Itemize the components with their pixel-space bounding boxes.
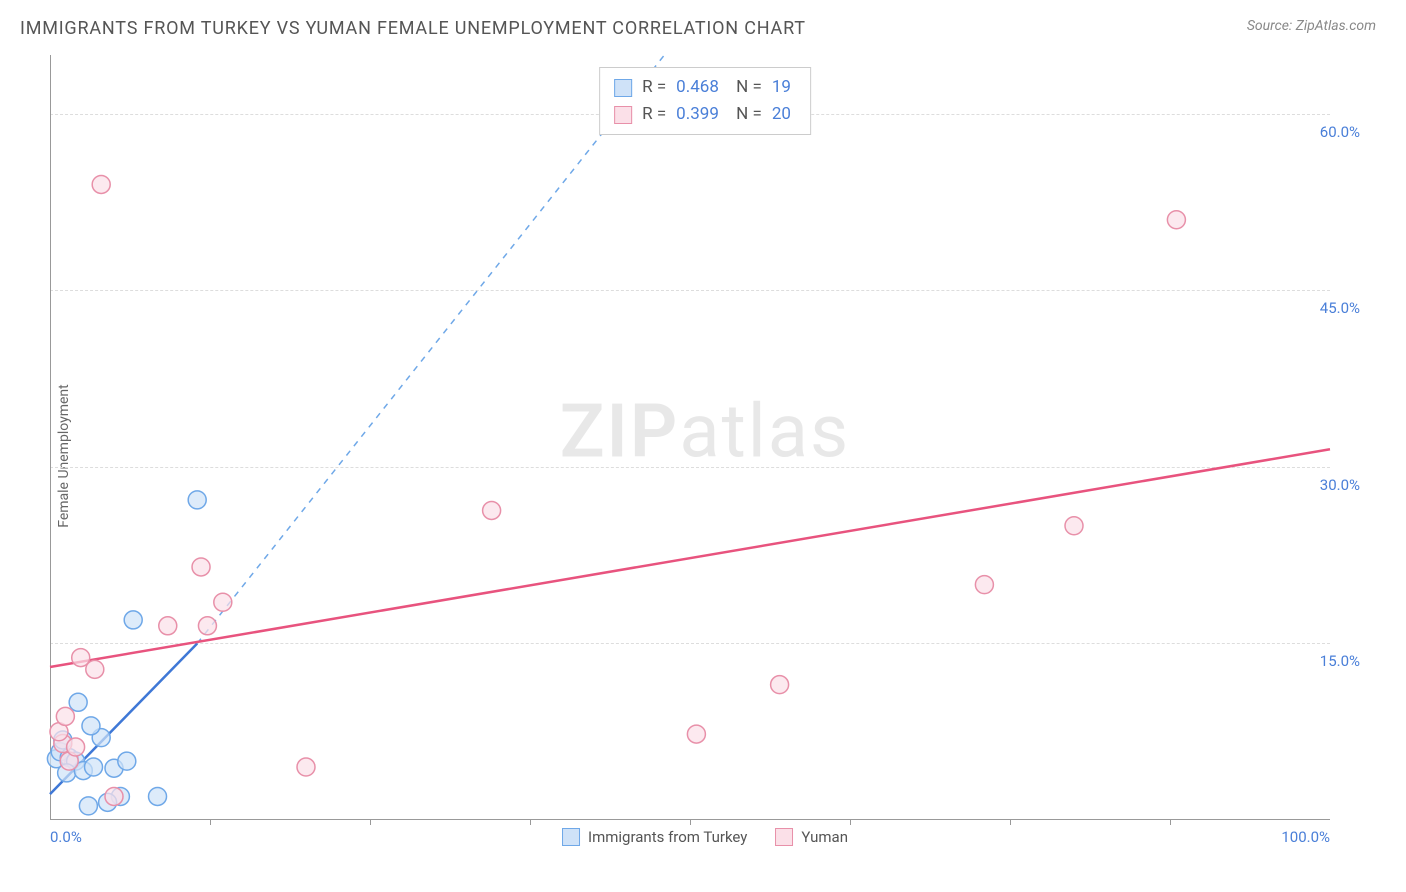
x-tick-max: 100.0% [1281, 828, 1330, 846]
data-point [1065, 517, 1083, 535]
legend-label: Yuman [801, 828, 848, 846]
data-point [124, 611, 142, 629]
legend-item: Immigrants from Turkey [562, 828, 747, 846]
legend-swatch [775, 828, 793, 846]
legend-stat-row: R = 0.468 N = 19 [614, 74, 796, 101]
legend-swatch [614, 79, 632, 97]
source-prefix: Source: [1247, 18, 1296, 34]
data-point [188, 491, 206, 509]
data-point [198, 617, 216, 635]
r-value: 0.468 [676, 74, 726, 101]
data-point [771, 676, 789, 694]
data-point [159, 617, 177, 635]
data-point [483, 501, 501, 519]
chart-header: IMMIGRANTS FROM TURKEY VS YUMAN FEMALE U… [0, 0, 1406, 49]
data-point [82, 717, 100, 735]
data-point [69, 693, 87, 711]
r-label: R = [642, 74, 666, 101]
correlation-legend: R = 0.468 N = 19 R = 0.399 N = 20 [599, 67, 811, 135]
n-value: 19 [772, 74, 796, 101]
r-label: R = [642, 101, 666, 128]
n-label: N = [736, 74, 762, 101]
source-name: ZipAtlas.com [1296, 18, 1376, 34]
data-point [1167, 211, 1185, 229]
r-value: 0.399 [676, 101, 726, 128]
trend-line [50, 449, 1330, 667]
data-point [56, 707, 74, 725]
data-point [192, 558, 210, 576]
data-point [118, 752, 136, 770]
data-point [975, 576, 993, 594]
data-point [297, 758, 315, 776]
x-tick-min: 0.0% [50, 828, 82, 846]
data-point [687, 725, 705, 743]
data-point [79, 797, 97, 815]
series-legend: Immigrants from Turkey Yuman [562, 828, 848, 846]
scatter-chart-svg [50, 55, 1360, 840]
data-point [214, 593, 232, 611]
trend-line-extrapolated [197, 55, 664, 643]
source-attribution: Source: ZipAtlas.com [1247, 18, 1376, 34]
chart-title: IMMIGRANTS FROM TURKEY VS YUMAN FEMALE U… [20, 18, 806, 39]
data-point [86, 660, 104, 678]
legend-swatch [562, 828, 580, 846]
n-label: N = [736, 101, 762, 128]
legend-item: Yuman [775, 828, 848, 846]
n-value: 20 [772, 101, 796, 128]
plot-area: Female Unemployment ZIPatlas 15.0%30.0%4… [50, 55, 1360, 840]
legend-swatch [614, 106, 632, 124]
data-point [149, 787, 167, 805]
data-point [67, 738, 85, 756]
data-point [92, 175, 110, 193]
legend-label: Immigrants from Turkey [588, 828, 747, 846]
legend-stat-row: R = 0.399 N = 20 [614, 101, 796, 128]
data-point [85, 758, 103, 776]
data-point [105, 787, 123, 805]
